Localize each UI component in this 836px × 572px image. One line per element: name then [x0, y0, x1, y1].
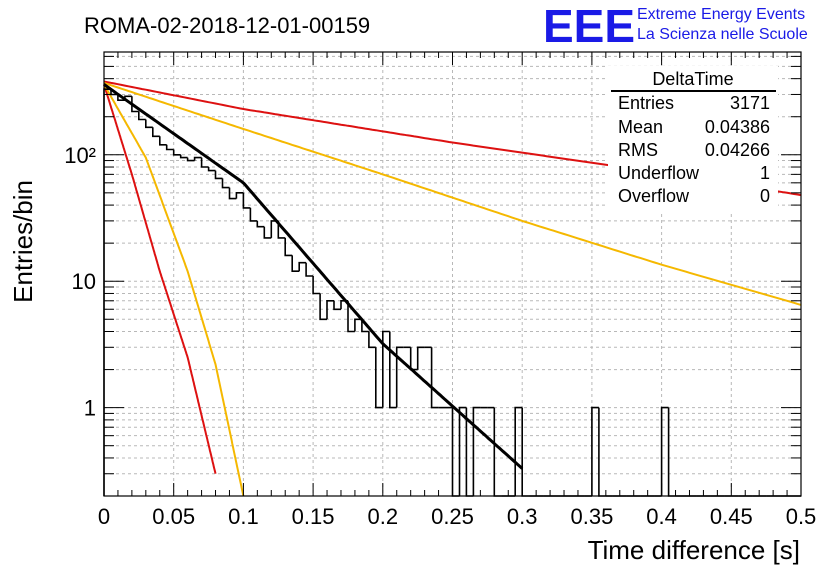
- histogram-bin: [382, 330, 390, 408]
- logo-line-1: Extreme Energy Events: [637, 6, 805, 23]
- y-tick-label: 10²: [64, 143, 96, 168]
- y-tick-label: 10: [72, 269, 96, 294]
- histogram-bin: [186, 157, 195, 162]
- histogram-bin: [389, 331, 397, 409]
- eee-logo: EEE Extreme Energy Events La Scienza nel…: [543, 0, 808, 52]
- x-tick-label: 0.25: [431, 504, 474, 529]
- x-tick-label: 0: [98, 504, 110, 529]
- histogram-bin: [291, 255, 300, 272]
- x-tick-label: 0.45: [710, 504, 753, 529]
- histogram-bin: [660, 406, 669, 496]
- histogram-bin: [347, 300, 355, 333]
- histogram-bin: [591, 406, 599, 496]
- histogram-bin: [214, 170, 223, 180]
- histogram-bin: [228, 187, 237, 200]
- histogram-bin: [368, 331, 376, 349]
- stats-value-overflow: 0: [760, 186, 770, 206]
- histogram-bin: [298, 261, 307, 272]
- histogram-bin: [375, 347, 383, 409]
- stats-value-entries: 3171: [730, 93, 770, 113]
- stats-label-underflow: Underflow: [618, 163, 700, 183]
- histogram-bin: [319, 293, 327, 321]
- eee-logo-mark: EEE: [543, 0, 635, 52]
- histogram-bin: [395, 346, 404, 408]
- x-tick-label: 0.35: [570, 504, 613, 529]
- y-axis-label: Entries/bin: [8, 180, 38, 303]
- histogram-bin: [193, 156, 202, 161]
- histogram-bin: [472, 406, 481, 496]
- x-tick-label: 0.5: [786, 504, 817, 529]
- x-axis-label: Time difference [s]: [588, 535, 800, 565]
- histogram-bin: [277, 220, 286, 239]
- x-tick-label: 0.05: [152, 504, 195, 529]
- x-tick-labels: 0 0.05 0.1 0.15 0.2 0.25 0.3 0.35 0.4 0.45 0.5: [98, 504, 816, 529]
- histogram-bin: [165, 144, 174, 151]
- exponential-fit-line: [103, 83, 524, 470]
- stats-box: DeltaTime Entries 3171 Mean 0.04386 RMS …: [608, 66, 778, 214]
- histogram-bin: [200, 157, 209, 168]
- histogram-bin: [409, 347, 418, 371]
- x-tick-label: 0.15: [292, 504, 335, 529]
- logo-line-2: La Scienza nelle Scuole: [637, 26, 808, 43]
- histogram-bin: [667, 407, 676, 497]
- stats-label-overflow: Overflow: [618, 186, 690, 206]
- histogram-bin: [172, 149, 181, 156]
- histogram-bin: [305, 262, 314, 277]
- histogram-bin: [207, 167, 216, 172]
- histogram-bin: [221, 178, 230, 189]
- histogram-bin: [117, 94, 125, 101]
- histogram-bin: [242, 192, 251, 209]
- histogram-bin: [159, 136, 167, 146]
- histogram-bin: [493, 407, 502, 497]
- histogram-bin: [235, 192, 244, 199]
- stats-value-rms: 0.04266: [705, 140, 770, 160]
- stats-title: DeltaTime: [652, 69, 733, 89]
- histogram-bin: [458, 406, 467, 496]
- histogram-bin: [333, 300, 341, 311]
- histogram-bin: [451, 407, 460, 497]
- stats-value-mean: 0.04386: [705, 117, 770, 137]
- histogram-bin: [103, 88, 111, 496]
- chart-title: ROMA-02-2018-12-01-00159: [84, 13, 370, 38]
- histogram-bin: [354, 318, 362, 332]
- histogram-bin: [249, 207, 258, 222]
- y-tick-labels: 1 10 10²: [64, 143, 96, 421]
- x-tick-label: 0.1: [228, 504, 259, 529]
- model-curve-4: [103, 83, 245, 497]
- histogram-bin: [312, 276, 321, 295]
- y-tick-label: 1: [84, 396, 96, 421]
- histogram-bin: [361, 319, 369, 333]
- stats-label-mean: Mean: [618, 117, 663, 137]
- axis-ticks: [103, 52, 802, 497]
- model-curve-3: [103, 84, 217, 474]
- x-tick-label: 0.2: [368, 504, 399, 529]
- histogram-bin: [521, 407, 530, 497]
- histogram-bin: [179, 154, 188, 159]
- histogram-bin: [131, 96, 139, 113]
- fit-line: [103, 83, 524, 470]
- x-tick-label: 0.4: [646, 504, 677, 529]
- histogram-bin: [256, 220, 265, 228]
- stats-label-entries: Entries: [618, 93, 674, 113]
- histogram-bin: [326, 300, 334, 320]
- histogram-bin: [145, 119, 153, 129]
- x-tick-label: 0.3: [507, 504, 538, 529]
- histogram-bin: [138, 111, 146, 121]
- histogram-bin: [152, 127, 160, 138]
- histogram-bin: [263, 226, 272, 239]
- histogram-bin: [416, 346, 425, 370]
- model-curve-2: [103, 81, 802, 306]
- stats-value-underflow: 1: [760, 163, 770, 183]
- stats-label-rms: RMS: [618, 140, 658, 160]
- histogram-bin: [598, 407, 606, 497]
- histogram-bin: [430, 347, 439, 409]
- histogram-bin: [284, 237, 293, 257]
- histogram-bin: [514, 406, 523, 496]
